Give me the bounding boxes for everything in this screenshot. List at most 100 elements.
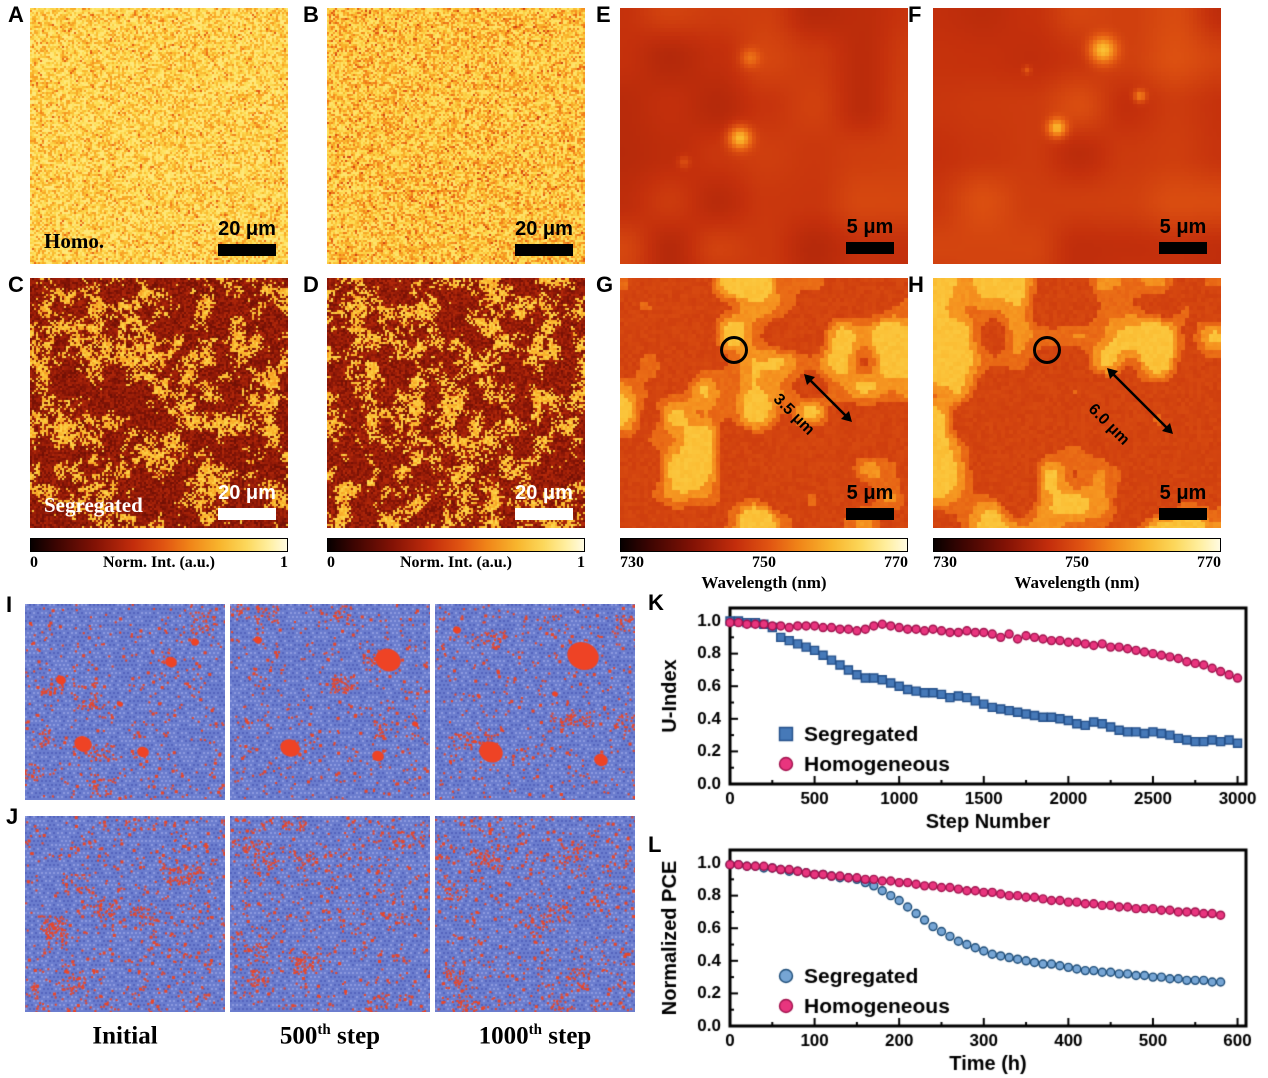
panel-d: 20 μm — [327, 278, 585, 528]
wavelength-colorbar-label: Wavelength (nm) — [701, 573, 827, 592]
distance-arrow — [1107, 368, 1173, 434]
panel-d-letter: D — [303, 272, 319, 297]
panel-a-scalebar: 20 μm — [218, 218, 276, 256]
wavelength-tick-750: 750 — [1065, 554, 1089, 571]
panel-i-sim-1000 — [435, 604, 635, 800]
panel-b-microscopy-image — [327, 8, 585, 264]
panel-c-scalebar-bar — [218, 508, 276, 520]
panel-f-hyperspectral-image — [933, 8, 1221, 264]
panel-e-scalebar-bar — [846, 242, 894, 254]
intensity-colorbar-label: Norm. Int. (a.u.) — [400, 554, 512, 571]
panel-c-letter: C — [8, 272, 24, 297]
panel-c-scalebar: 20 μm — [218, 482, 276, 520]
wavelength-tick-730: 730 — [933, 554, 957, 571]
sim-step-label-500: 500th step — [230, 1022, 430, 1050]
panel-h: 6.0 μm 5 μm — [933, 278, 1221, 528]
panel-g-scalebar: 5 μm — [846, 482, 894, 520]
panel-h-scalebar: 5 μm — [1159, 482, 1207, 520]
panel-f-letter: F — [908, 2, 922, 27]
panel-h-hyperspectral-image — [933, 278, 1221, 528]
u-index-chart — [656, 596, 1262, 836]
panel-i-sim-500 — [230, 604, 430, 800]
sim-step-label-sup: th — [528, 1022, 543, 1038]
simulation-grid-image — [435, 604, 635, 800]
panel-a-letter: A — [8, 2, 24, 27]
roi-circle — [1033, 336, 1061, 364]
intensity-colorbar-min: 0 — [327, 554, 335, 571]
panel-b: 20 μm — [327, 8, 585, 264]
simulation-grid-image — [25, 604, 225, 800]
panel-l-letter: L — [648, 832, 662, 857]
panel-j-sim-1000 — [435, 816, 635, 1012]
simulation-grid-image — [435, 816, 635, 1012]
wavelength-tick-770: 770 — [884, 554, 908, 571]
panel-g: 3.5 μm 5 μm — [620, 278, 908, 528]
panel-j-letter: J — [6, 804, 19, 829]
intensity-colorbar-1: 0 Norm. Int. (a.u.) 1 — [30, 538, 288, 572]
wavelength-tick-750: 750 — [752, 554, 776, 571]
wavelength-colorbar-2: 730 750 770 Wavelength (nm) — [933, 538, 1221, 593]
wavelength-colorbar-gradient — [620, 538, 908, 552]
sim-step-label-post: step — [542, 1022, 592, 1050]
panel-c-microscopy-image — [30, 278, 288, 528]
panel-f: 5 μm — [933, 8, 1221, 264]
panel-i-sim-initial — [25, 604, 225, 800]
sim-step-label-initial: Initial — [25, 1022, 225, 1050]
intensity-colorbar-max: 1 — [577, 554, 585, 571]
wavelength-colorbar-gradient — [933, 538, 1221, 552]
panel-j-sim-500 — [230, 816, 430, 1012]
wavelength-colorbar-1: 730 750 770 Wavelength (nm) — [620, 538, 908, 593]
panel-f-scalebar-bar — [1159, 242, 1207, 254]
panel-g-scalebar-label: 5 μm — [846, 482, 894, 504]
sim-step-label-1000: 1000th step — [435, 1022, 635, 1050]
simulation-grid-image — [230, 604, 430, 800]
panel-b-letter: B — [303, 2, 319, 27]
roi-circle — [720, 336, 748, 364]
panel-j-sim-initial — [25, 816, 225, 1012]
panel-h-scalebar-label: 5 μm — [1159, 482, 1207, 504]
panel-b-scalebar-bar — [515, 244, 573, 256]
normalized-pce-chart — [656, 838, 1262, 1078]
wavelength-tick-770: 770 — [1197, 554, 1221, 571]
intensity-colorbar-max: 1 — [280, 554, 288, 571]
panel-a-annotation: Homo. — [44, 229, 105, 253]
sim-step-label-pre: 500 — [279, 1022, 318, 1050]
panel-a-scalebar-bar — [218, 244, 276, 256]
sim-step-label-post: step — [330, 1022, 381, 1050]
panel-e-scalebar-label: 5 μm — [846, 216, 894, 238]
wavelength-colorbar-label: Wavelength (nm) — [1014, 573, 1140, 592]
intensity-colorbar-min: 0 — [30, 554, 38, 571]
sim-step-label-pre: 1000 — [478, 1022, 529, 1050]
panel-b-scalebar: 20 μm — [515, 218, 573, 256]
panel-k-chart — [656, 596, 1262, 836]
panel-d-scalebar-bar — [515, 508, 573, 520]
panel-d-scalebar: 20 μm — [515, 482, 573, 520]
simulation-grid-image — [25, 816, 225, 1012]
panel-e-letter: E — [596, 2, 611, 27]
panel-h-letter: H — [908, 272, 924, 297]
panel-h-scalebar-bar — [1159, 508, 1207, 520]
intensity-colorbar-gradient — [30, 538, 288, 552]
panel-l-chart — [656, 838, 1262, 1078]
panel-k-letter: K — [648, 590, 664, 615]
panel-f-scalebar: 5 μm — [1159, 216, 1207, 254]
wavelength-tick-730: 730 — [620, 554, 644, 571]
sim-step-label-pre: Initial — [92, 1022, 158, 1050]
panel-e: 5 μm — [620, 8, 908, 264]
intensity-colorbar-2: 0 Norm. Int. (a.u.) 1 — [327, 538, 585, 572]
panel-c-scalebar-label: 20 μm — [218, 482, 276, 504]
panel-e-scalebar: 5 μm — [846, 216, 894, 254]
panel-a-microscopy-image — [30, 8, 288, 264]
simulation-grid-image — [230, 816, 430, 1012]
panel-a: Homo. 20 μm — [30, 8, 288, 264]
distance-arrow — [804, 374, 852, 422]
panel-i-letter: I — [6, 592, 13, 617]
intensity-colorbar-gradient — [327, 538, 585, 552]
panel-f-scalebar-label: 5 μm — [1159, 216, 1207, 238]
panel-g-hyperspectral-image — [620, 278, 908, 528]
sim-step-label-sup: th — [317, 1022, 331, 1038]
panel-g-scalebar-bar — [846, 508, 894, 520]
panel-a-scalebar-label: 20 μm — [218, 218, 276, 240]
intensity-colorbar-label: Norm. Int. (a.u.) — [103, 554, 215, 571]
